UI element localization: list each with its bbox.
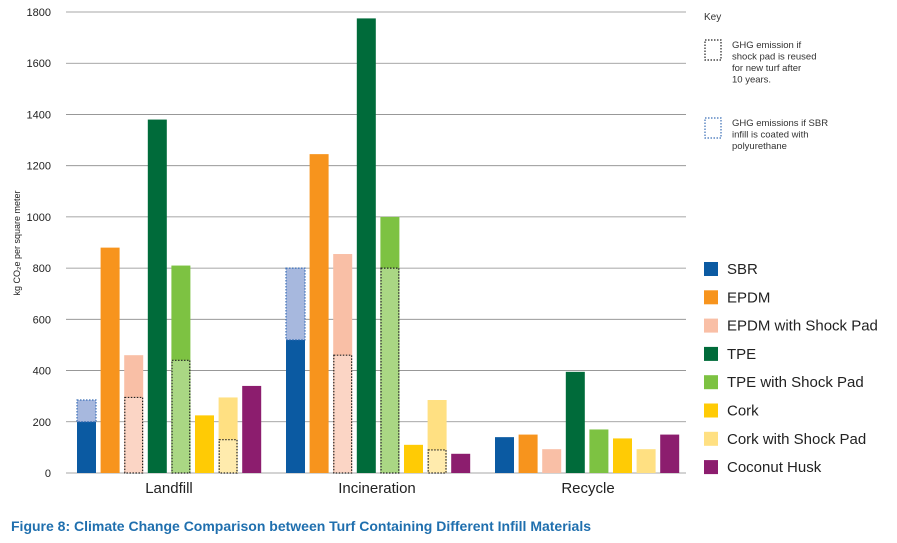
key-text: infill is coated with xyxy=(732,130,809,141)
bar xyxy=(195,415,214,473)
legend-swatch xyxy=(704,375,718,390)
bar xyxy=(171,265,191,473)
bars xyxy=(76,18,680,474)
bar xyxy=(309,154,329,473)
key-text: polyurethane xyxy=(732,141,787,152)
legend-swatch xyxy=(704,318,718,333)
y-axis-ticks: 0 200 400 600 800 1000 1200 1400 1600 1800 xyxy=(27,7,51,480)
bar xyxy=(495,437,514,473)
bar xyxy=(124,355,144,473)
coated-sbr-segment xyxy=(285,267,306,341)
key-text: for new turf after xyxy=(732,63,801,74)
bar xyxy=(77,421,96,473)
y-tick-label: 200 xyxy=(33,417,51,429)
legend-label: Coconut Husk xyxy=(727,459,822,476)
shock-pad-reused-outline xyxy=(171,359,191,474)
bar xyxy=(218,397,238,473)
shock-pad-reused-outline xyxy=(427,449,447,474)
shock-pad-reused-outline xyxy=(218,439,238,474)
key-text: 10 years. xyxy=(732,75,771,86)
bar xyxy=(356,18,376,474)
legend-swatch xyxy=(704,460,718,475)
bar xyxy=(333,254,353,473)
key-text: shock pad is reused xyxy=(732,52,817,63)
bar xyxy=(589,429,609,473)
bar xyxy=(660,434,680,473)
key-title: Key xyxy=(704,12,721,23)
legend-label: Cork xyxy=(727,403,759,420)
shock-pad-reused-outline xyxy=(380,267,400,474)
bar xyxy=(380,216,400,473)
legend-label: EPDM xyxy=(727,289,770,306)
key-swatch-reused xyxy=(704,39,722,61)
coated-sbr-segment xyxy=(76,399,97,423)
category-label: Recycle xyxy=(561,480,614,497)
shock-pad-reused-outline xyxy=(124,396,144,474)
category-label: Incineration xyxy=(338,480,416,497)
y-tick-label: 0 xyxy=(45,468,51,480)
legend-swatch xyxy=(704,346,718,361)
y-tick-label: 1200 xyxy=(27,161,51,173)
legend-label: EPDM with Shock Pad xyxy=(727,318,878,335)
bar xyxy=(147,119,167,474)
bar xyxy=(427,400,447,473)
legend-label: Cork with Shock Pad xyxy=(727,431,866,448)
key-text: GHG emission if xyxy=(732,40,802,51)
legend-swatch xyxy=(704,431,718,446)
bar xyxy=(242,385,262,473)
category-label: Landfill xyxy=(145,480,193,497)
legend-swatch xyxy=(704,262,718,276)
y-tick-label: 1800 xyxy=(27,7,51,19)
bar xyxy=(565,371,585,473)
y-tick-label: 1400 xyxy=(27,109,51,121)
y-tick-label: 600 xyxy=(33,314,51,326)
bar xyxy=(613,438,632,473)
bar xyxy=(286,339,305,473)
bar xyxy=(451,453,471,473)
legend-label: SBR xyxy=(727,261,758,278)
figure-caption: Figure 8: Climate Change Comparison betw… xyxy=(11,518,592,534)
y-tick-label: 400 xyxy=(33,366,51,378)
y-tick-label: 1000 xyxy=(27,212,51,224)
bar xyxy=(404,444,423,473)
legend-label: TPE with Shock Pad xyxy=(727,374,864,391)
legend-label: TPE xyxy=(727,346,756,363)
legend-swatch xyxy=(704,290,718,305)
bar xyxy=(636,449,656,473)
category-labels: Landfill Incineration Recycle xyxy=(145,480,614,497)
y-tick-label: 800 xyxy=(33,263,51,275)
key-swatch-coated xyxy=(704,117,722,139)
legend: SBR EPDM EPDM with Shock Pad TPE TPE with Sh… xyxy=(704,261,878,476)
gridlines xyxy=(66,11,686,474)
chart: 0 200 400 600 800 1000 1200 1400 1600 1800 kg CO₂… xyxy=(12,7,878,497)
bar xyxy=(518,434,538,473)
key-text: GHG emissions if SBR xyxy=(732,118,828,129)
bar xyxy=(542,449,562,473)
legend-swatch xyxy=(704,403,718,418)
y-tick-label: 1600 xyxy=(27,58,51,70)
y-axis-label: kg CO₂e per square meter xyxy=(12,190,22,295)
bar xyxy=(100,247,120,473)
shock-pad-reused-outline xyxy=(333,354,353,474)
